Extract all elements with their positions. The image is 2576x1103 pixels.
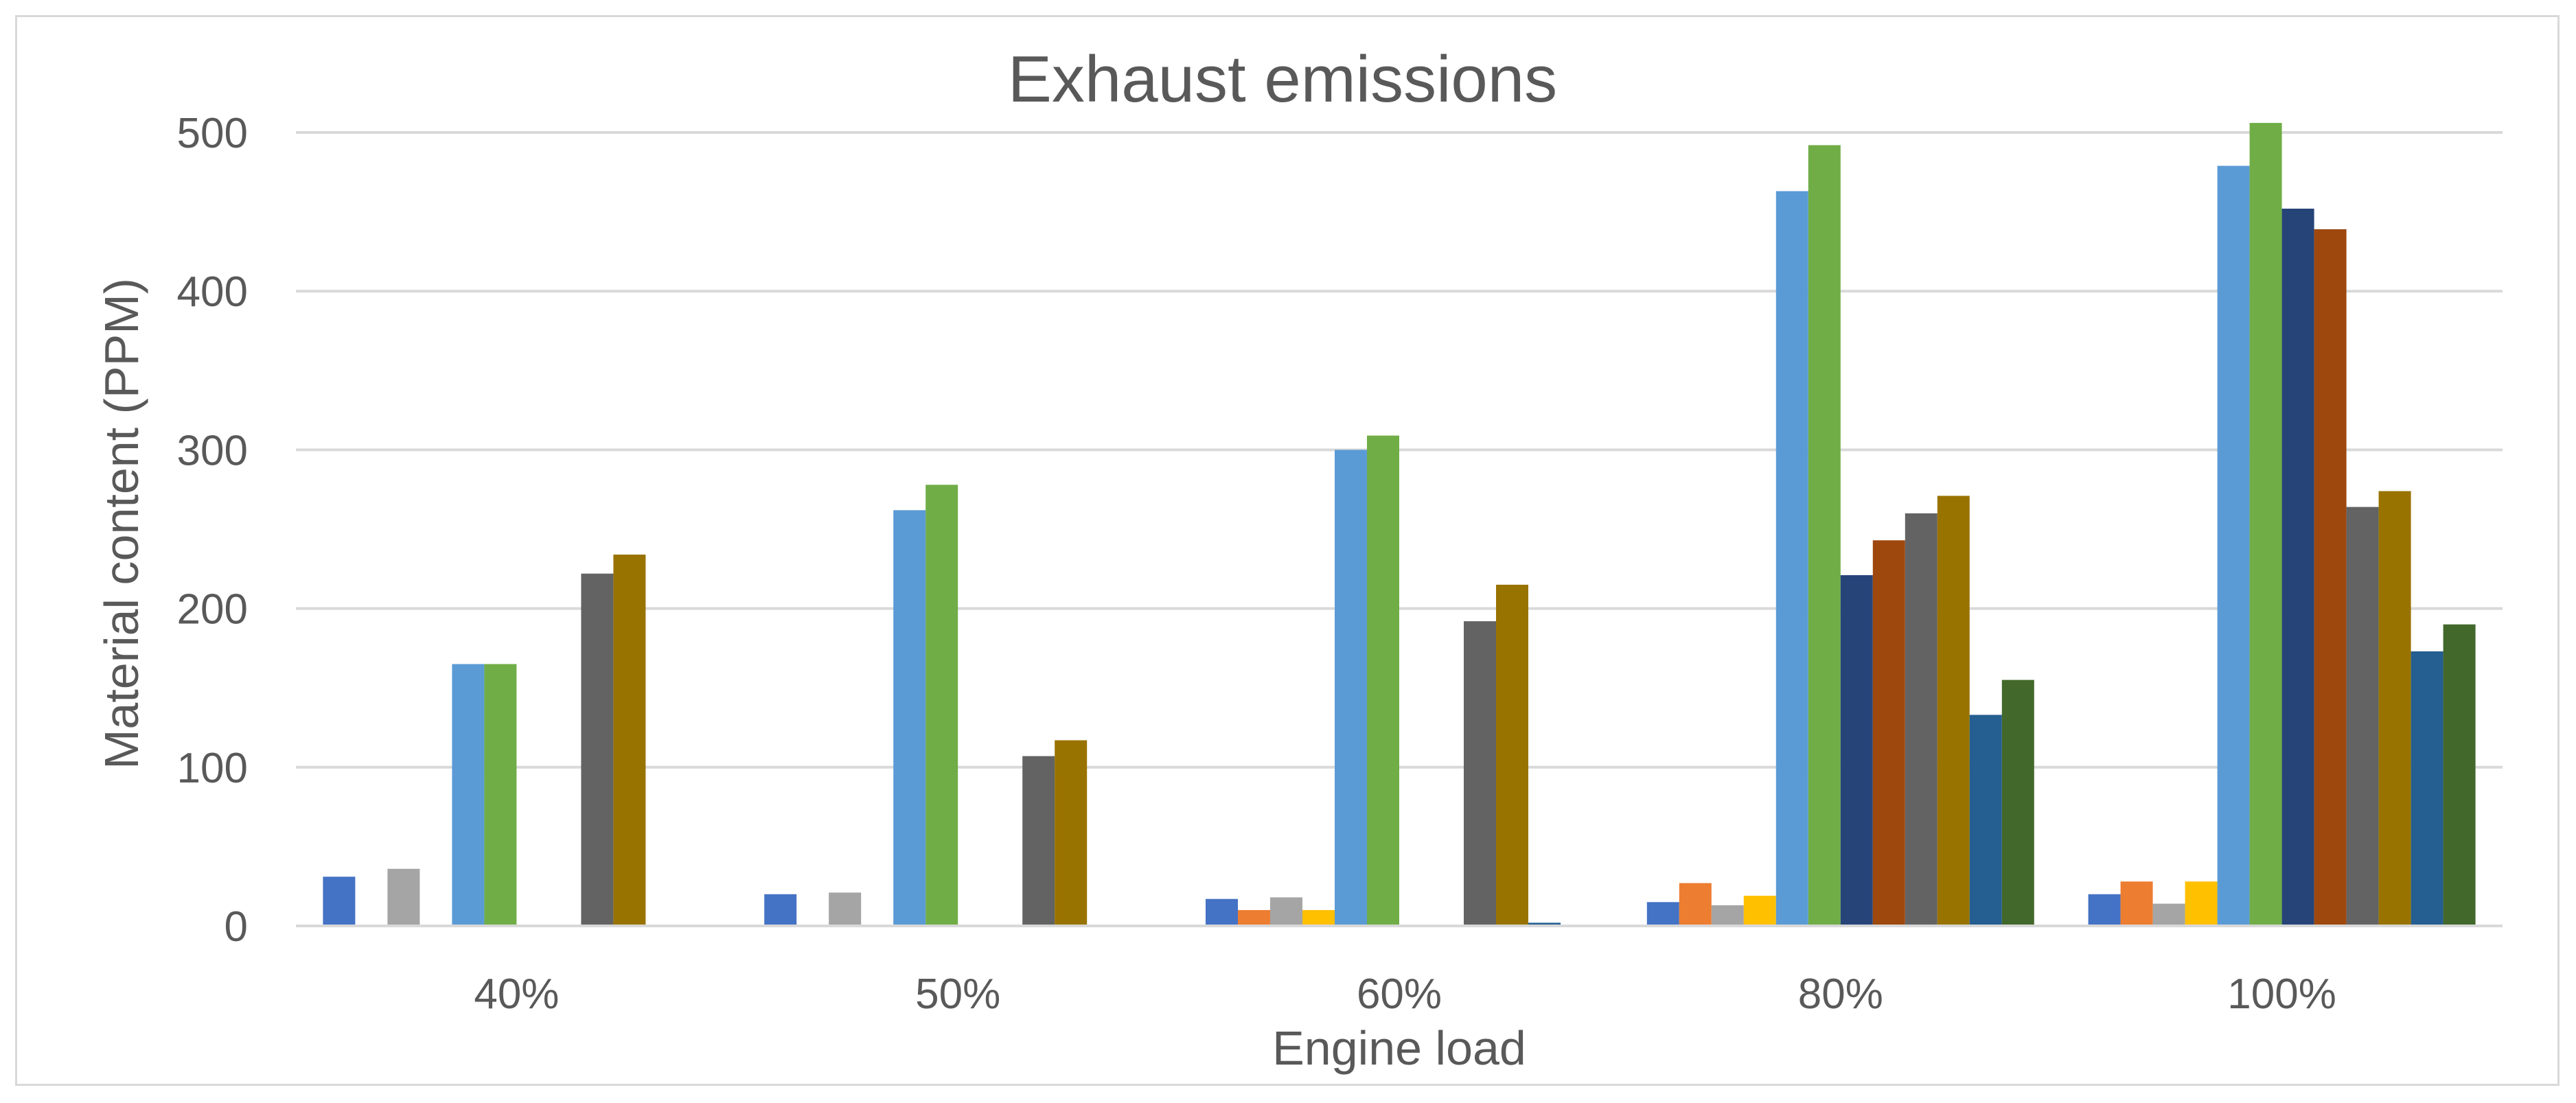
chart-title: Exhaust emissions	[1008, 43, 1557, 116]
bar	[387, 868, 420, 926]
bar	[1646, 902, 1679, 926]
bar	[2281, 209, 2314, 926]
bar	[452, 664, 485, 926]
y-axis-title: Material content (PPM)	[95, 278, 148, 769]
y-tick-label: 100	[177, 745, 248, 792]
x-axis-title: Engine load	[1272, 1021, 1526, 1075]
bar	[1302, 909, 1335, 926]
bars	[323, 123, 2476, 927]
bar	[1679, 883, 1712, 926]
bar	[829, 892, 862, 926]
x-tick-label: 80%	[1798, 971, 1883, 1018]
bar	[1206, 898, 1238, 926]
y-tick-label: 200	[177, 586, 248, 634]
bar	[2346, 507, 2379, 926]
bar	[1496, 584, 1528, 926]
bar	[1055, 740, 1088, 926]
y-tick-label: 0	[225, 903, 248, 951]
bar	[925, 485, 958, 926]
y-tick-label: 500	[177, 110, 248, 157]
bar	[2152, 903, 2185, 926]
bar	[1743, 896, 1776, 926]
bar	[1528, 922, 1561, 926]
x-tick-label: 60%	[1357, 971, 1442, 1018]
bar	[1270, 897, 1302, 926]
bar	[1775, 191, 1808, 926]
x-tick-label: 40%	[474, 971, 559, 1018]
bar	[1840, 575, 1873, 926]
x-axis-ticks: 40% 50% 60% 80% 100%	[474, 971, 2336, 1018]
bar	[2120, 881, 2153, 926]
bar	[1022, 756, 1055, 926]
bar	[2411, 651, 2443, 926]
bar	[1872, 540, 1905, 926]
x-tick-label: 100%	[2227, 971, 2336, 1018]
bar	[1464, 621, 1496, 926]
bar	[2378, 491, 2411, 926]
bar	[1238, 909, 1270, 926]
chart-area: Exhaust emissions 0 100 200 300 400 500 40% 50…	[15, 15, 2560, 1086]
y-axis-ticks: 0 100 200 300 400 500	[177, 110, 248, 951]
bar	[1367, 435, 1399, 926]
bar	[613, 555, 646, 926]
y-tick-label: 400	[177, 268, 248, 316]
bar	[2088, 894, 2121, 926]
bar	[2314, 229, 2347, 926]
bar	[2443, 624, 2476, 926]
bar	[2249, 123, 2282, 927]
bar	[893, 510, 926, 926]
bar-chart: Exhaust emissions 0 100 200 300 400 500 40% 50…	[95, 43, 2503, 1075]
bar	[1905, 513, 1937, 926]
bar	[764, 894, 797, 926]
bar	[2185, 881, 2218, 926]
bar	[484, 664, 517, 926]
bar	[1808, 145, 1841, 926]
bar	[2217, 165, 2250, 927]
bar	[2001, 680, 2034, 926]
x-tick-label: 50%	[915, 971, 1000, 1018]
bar	[1335, 450, 1367, 926]
bar	[323, 876, 356, 926]
bar	[1969, 715, 2002, 926]
bar	[581, 573, 614, 926]
bar	[1937, 496, 1970, 926]
y-tick-label: 300	[177, 427, 248, 474]
bar	[1711, 905, 1744, 926]
